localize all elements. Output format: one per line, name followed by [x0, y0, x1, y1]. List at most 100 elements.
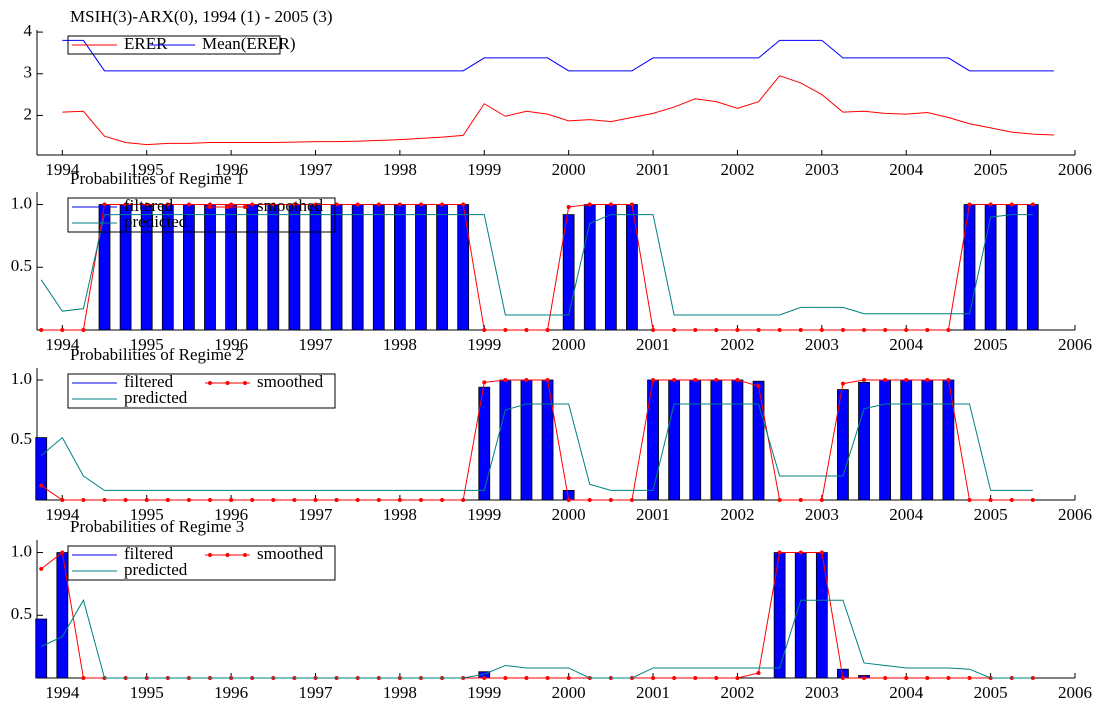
x-tick-label: 2004 [889, 683, 924, 702]
legend-box [67, 373, 336, 409]
point [250, 498, 255, 502]
bar [1005, 204, 1018, 331]
y-tick-label: 3 [24, 63, 33, 82]
y-tick-label: 2 [24, 104, 33, 123]
point [756, 670, 761, 675]
point [313, 202, 318, 207]
legend-label: ERER [124, 34, 168, 53]
point [1030, 498, 1035, 502]
bar [921, 379, 934, 501]
point [482, 328, 487, 332]
x-tick-label: 1994 [45, 683, 80, 702]
x-tick-label: 2000 [552, 683, 586, 702]
legend-label: smoothed [257, 544, 324, 563]
legend-label: predicted [124, 560, 188, 579]
point [482, 676, 487, 680]
x-tick-label: 2003 [805, 160, 839, 179]
point [777, 550, 782, 555]
x-tick-label: 1999 [467, 335, 501, 354]
point [524, 378, 529, 382]
bar [879, 379, 892, 501]
point [672, 328, 677, 332]
x-tick-label: 2001 [636, 335, 670, 354]
point [629, 202, 634, 207]
x-tick-label: 2000 [552, 505, 586, 524]
legend-label: filtered [124, 544, 174, 563]
legend-marker [243, 553, 247, 557]
point [271, 498, 276, 502]
y-tick-label: 1.0 [11, 541, 32, 560]
point [165, 202, 170, 207]
x-tick-label: 1995 [130, 683, 164, 702]
point [102, 498, 107, 502]
point [355, 498, 360, 502]
bar [647, 379, 659, 501]
point [60, 328, 65, 332]
x-tick-label: 1995 [130, 160, 164, 179]
bar [626, 204, 638, 331]
point [186, 202, 191, 207]
bar [330, 204, 343, 331]
point [819, 550, 824, 555]
point [440, 202, 445, 207]
point [545, 328, 550, 332]
point [967, 202, 972, 207]
point [144, 498, 149, 502]
point [629, 498, 634, 502]
point [397, 202, 402, 207]
bar [1026, 204, 1039, 331]
x-tick-label: 1995 [130, 505, 164, 524]
point [735, 328, 740, 332]
point [840, 381, 845, 386]
point [165, 498, 170, 502]
x-tick-label: 1994 [45, 505, 80, 524]
x-tick-label: 1999 [467, 505, 501, 524]
bar [372, 204, 385, 331]
legend-label: filtered [124, 372, 174, 391]
point [545, 378, 550, 382]
x-tick-label: 2004 [889, 505, 924, 524]
legend-marker [208, 553, 212, 557]
legend-marker [225, 205, 230, 209]
bar [288, 204, 301, 331]
point [798, 550, 803, 555]
point [461, 498, 466, 502]
legend-box [67, 197, 336, 233]
x-tick-label: 2002 [720, 160, 754, 179]
x-tick-label: 1997 [298, 505, 333, 524]
point [376, 202, 381, 207]
bar [837, 389, 849, 501]
bar [794, 552, 807, 679]
point [862, 676, 867, 680]
legend-box [67, 545, 336, 581]
point [123, 202, 128, 207]
bar [815, 552, 828, 679]
y-tick-label: 0.5 [11, 604, 32, 623]
x-tick-label: 2002 [720, 505, 754, 524]
point [735, 676, 740, 680]
x-tick-label: 2006 [1058, 683, 1092, 702]
point [883, 378, 888, 382]
point [229, 202, 234, 207]
point [735, 378, 740, 382]
x-tick-label: 1998 [383, 335, 417, 354]
x-tick-label: 1994 [45, 160, 80, 179]
legend-box [67, 35, 281, 55]
point [503, 676, 508, 680]
point [397, 498, 402, 502]
bar [309, 204, 322, 331]
x-tick-label: 2001 [636, 160, 670, 179]
point [819, 328, 824, 332]
legend-label: filtered [124, 196, 174, 215]
x-tick-label: 1998 [383, 505, 417, 524]
legend-marker [208, 205, 212, 209]
x-tick-label: 1999 [467, 160, 501, 179]
series-line [40, 551, 1033, 679]
point [608, 498, 613, 502]
bar [436, 204, 448, 331]
bar [246, 204, 259, 331]
point [946, 676, 951, 680]
x-tick-label: 1996 [214, 335, 248, 354]
point [1009, 202, 1014, 207]
